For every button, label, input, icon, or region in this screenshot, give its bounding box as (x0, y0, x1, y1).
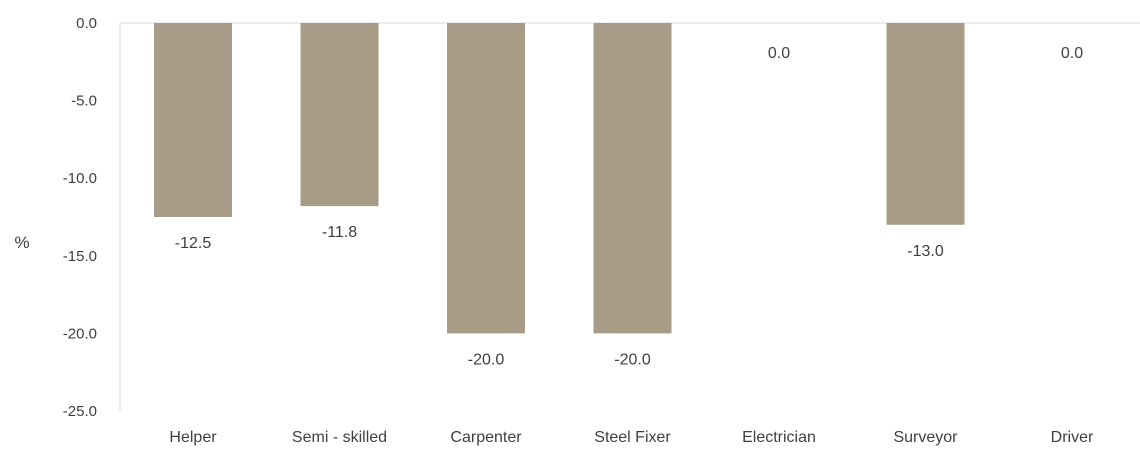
y-tick-label: -20.0 (63, 325, 97, 342)
category-label: Electrician (742, 429, 816, 446)
bar (593, 23, 672, 334)
data-label: -20.0 (614, 351, 651, 368)
data-label: -12.5 (175, 235, 212, 252)
bar (447, 23, 525, 334)
category-label: Surveyor (893, 429, 958, 446)
data-label: -20.0 (468, 351, 505, 368)
category-label: Carpenter (450, 429, 522, 446)
bar (886, 23, 965, 225)
y-tick-label: -15.0 (63, 248, 97, 265)
chart-bars (154, 23, 965, 334)
y-tick-label: -5.0 (71, 93, 97, 110)
category-label: Helper (169, 429, 217, 446)
y-tick-label: -25.0 (63, 403, 97, 420)
category-label: Driver (1051, 429, 1094, 446)
y-axis-ticks: 0.0 -5.0 -10.0 -15.0 -20.0 -25.0 (63, 15, 97, 420)
y-tick-label: -10.0 (63, 170, 97, 187)
y-tick-label: 0.0 (76, 15, 97, 32)
data-label: 0.0 (768, 45, 790, 62)
data-labels: -12.5 -11.8 -20.0 -20.0 0.0 -13.0 0.0 (175, 45, 1083, 368)
data-label: -13.0 (907, 243, 944, 260)
data-label: 0.0 (1061, 45, 1083, 62)
data-label: -11.8 (322, 224, 357, 241)
bar (154, 23, 232, 217)
category-label: Steel Fixer (594, 429, 671, 446)
category-label: Semi - skilled (292, 429, 387, 446)
bar (300, 23, 379, 207)
y-axis-label: % (14, 233, 29, 252)
x-axis-labels: Helper Semi - skilled Carpenter Steel Fixer… (169, 429, 1094, 446)
